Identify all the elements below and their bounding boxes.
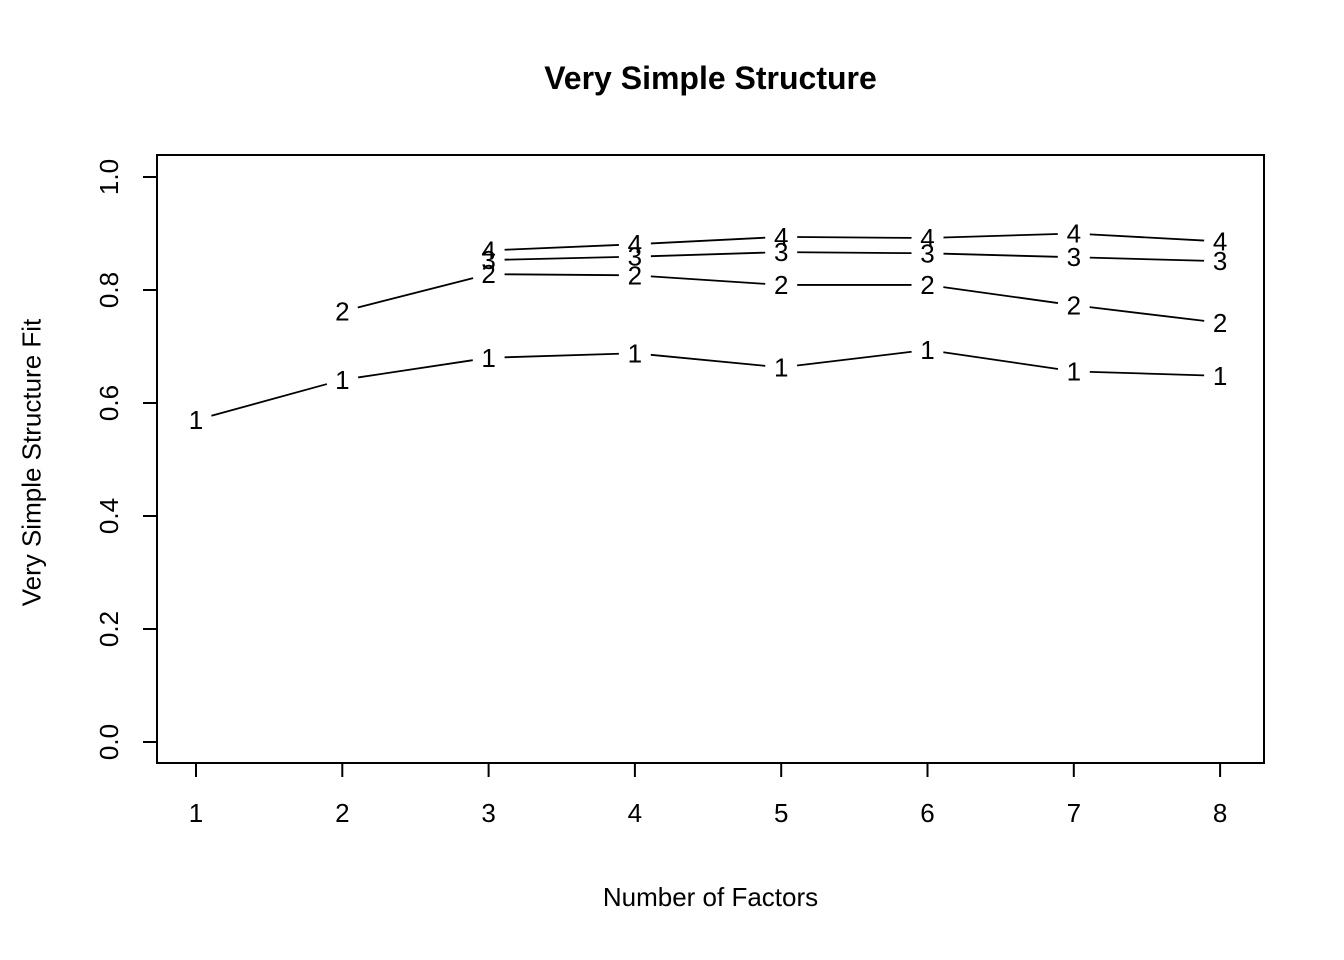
- vss-complexity-1-point-label: 1: [335, 365, 349, 395]
- vss-complexity-3-point-label: 3: [1213, 246, 1227, 276]
- vss-complexity-2-point-label: 2: [920, 270, 934, 300]
- vss-complexity-2-segment: [357, 277, 474, 309]
- vss-complexity-1-point-label: 1: [1067, 356, 1081, 386]
- vss-complexity-1-segment: [504, 352, 619, 359]
- y-tick-label: 0.6: [94, 385, 124, 421]
- vss-complexity-1-point-label: 1: [189, 405, 203, 435]
- vss-complexity-4-point-label: 4: [628, 229, 642, 259]
- plot-border: [156, 154, 1265, 764]
- vss-complexity-4-segment: [943, 233, 1058, 239]
- x-tick-label: 1: [189, 798, 203, 828]
- vss-complexity-1-point-label: 1: [628, 338, 642, 368]
- vss-complexity-2-point-label: 2: [481, 259, 495, 289]
- vss-complexity-2-point-label: 2: [335, 296, 349, 326]
- vss-complexity-3-point-label: 3: [481, 245, 495, 275]
- x-tick-label: 4: [628, 798, 642, 828]
- vss-complexity-1-segment: [357, 359, 473, 379]
- vss-complexity-1-segment: [211, 383, 328, 417]
- chart-title: Very Simple Structure: [544, 60, 877, 96]
- x-tick-label: 3: [481, 798, 495, 828]
- vss-complexity-1-segment: [796, 350, 912, 367]
- x-tick-label: 8: [1213, 798, 1227, 828]
- vss-complexity-4-segment: [650, 236, 766, 245]
- x-tick-label: 7: [1067, 798, 1081, 828]
- vss-complexity-1-point-label: 1: [920, 335, 934, 365]
- vss-complexity-1-segment: [650, 353, 766, 367]
- y-tick-label: 1.0: [94, 159, 124, 195]
- vss-complexity-2-segment: [650, 275, 766, 285]
- vss-complexity-2-point-label: 2: [628, 260, 642, 290]
- vss-complexity-4-segment: [504, 244, 619, 251]
- vss-complexity-1-segment: [1089, 370, 1205, 377]
- vss-complexity-3-point-label: 3: [1067, 242, 1081, 272]
- x-axis-label: Number of Factors: [602, 882, 819, 912]
- x-tick-label: 2: [335, 798, 349, 828]
- x-tick-label: 6: [920, 798, 934, 828]
- vss-complexity-1-point-label: 1: [774, 352, 788, 382]
- vss-complexity-1-point-label: 1: [1213, 361, 1227, 391]
- vss-complexity-4-point-label: 4: [920, 223, 934, 253]
- vss-complexity-3-segment: [797, 251, 912, 255]
- vss-complexity-4-point-label: 4: [481, 235, 495, 265]
- vss-complexity-2-segment: [943, 286, 1059, 304]
- vss-complexity-3-segment: [943, 252, 1058, 258]
- vss-complexity-3-segment: [504, 256, 619, 261]
- y-tick-label: 0.2: [94, 611, 124, 647]
- y-tick-label: 0.0: [94, 724, 124, 760]
- vss-complexity-4-point-label: 4: [1213, 226, 1227, 256]
- vss-complexity-2-point-label: 2: [774, 270, 788, 300]
- vss-complexity-2-point-label: 2: [1213, 308, 1227, 338]
- vss-complexity-3-point-label: 3: [920, 238, 934, 268]
- vss-complexity-2-segment: [1089, 306, 1205, 322]
- vss-complexity-4-point-label: 4: [774, 222, 788, 252]
- vss-complexity-3-segment: [650, 251, 766, 258]
- x-tick-label: 5: [774, 798, 788, 828]
- y-tick-label: 0.8: [94, 272, 124, 308]
- vss-complexity-2-segment: [504, 273, 619, 277]
- vss-complexity-3-point-label: 3: [774, 237, 788, 267]
- vss-complexity-4-segment: [1089, 233, 1205, 242]
- vss-complexity-1-segment: [943, 351, 1059, 370]
- vss-complexity-4-segment: [797, 236, 912, 239]
- vss-complexity-3-segment: [1089, 256, 1205, 262]
- y-tick-label: 0.4: [94, 498, 124, 534]
- vss-complexity-1-point-label: 1: [481, 343, 495, 373]
- vss-complexity-3-point-label: 3: [628, 242, 642, 272]
- vss-complexity-4-point-label: 4: [1067, 219, 1081, 249]
- vss-complexity-2-point-label: 2: [1067, 290, 1081, 320]
